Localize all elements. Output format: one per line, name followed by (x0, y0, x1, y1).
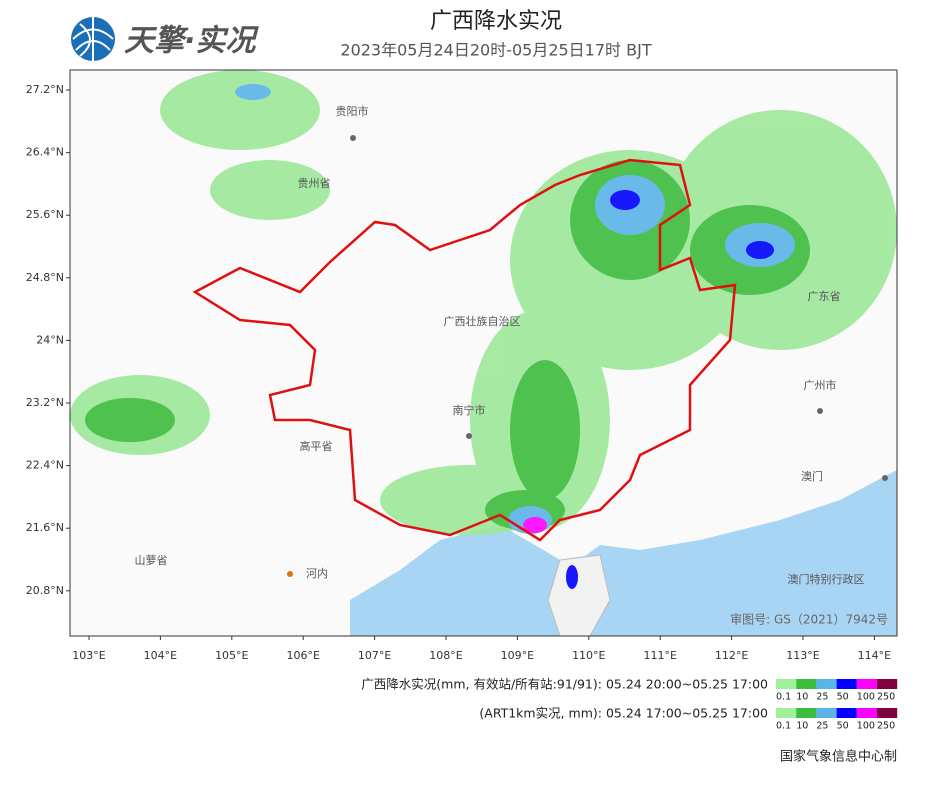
map-label: 广西壮族自治区 (444, 314, 521, 328)
legend-swatch (836, 708, 857, 718)
legend-swatch (816, 708, 837, 718)
lon-tick-label: 107°E (358, 649, 391, 662)
legend-threshold: 250 (877, 721, 895, 732)
approval-number: 审图号: GS（2021）7942号 (730, 612, 888, 627)
legend-text: (ART1km实况, mm): 05.24 17:00~05.25 17:00 (479, 706, 768, 721)
lon-tick-label: 108°E (429, 649, 462, 662)
legend-threshold: 0.1 (776, 692, 791, 703)
legend-swatch (877, 708, 898, 718)
map-label: 贵阳市 (336, 104, 369, 118)
legend-swatch (796, 708, 817, 718)
lon-tick-label: 112°E (715, 649, 748, 662)
map-label: 广州市 (804, 378, 837, 392)
legend-swatch (776, 679, 797, 689)
legend-swatch (816, 679, 837, 689)
map-label: 河内 (306, 566, 328, 580)
lat-tick-label: 21.6°N (26, 521, 64, 534)
logo-text: 天擎·实况 (124, 24, 259, 59)
legend-swatch (836, 679, 857, 689)
map-label: 广东省 (808, 290, 841, 303)
ticks: 27.2°N 26.4°N 25.6°N 24.8°N 24°N 23.2°N 22.4°N… (26, 83, 891, 662)
lat-tick-label: 23.2°N (26, 396, 64, 409)
lon-tick-label: 113°E (786, 649, 819, 662)
lon-tick-label: 110°E (572, 649, 605, 662)
legend-threshold: 0.1 (776, 721, 791, 732)
legend-swatch (796, 679, 817, 689)
lon-tick-label: 105°E (215, 649, 248, 662)
legend-threshold: 100 (857, 721, 875, 732)
map-label: 澳门特别行政区 (788, 572, 865, 586)
lat-tick-label: 22.4°N (26, 459, 64, 472)
lat-tick-label: 20.8°N (26, 584, 64, 597)
lon-tick-label: 104°E (144, 649, 177, 662)
map: 贵阳市 贵州省 广西壮族自治区 南宁市 高平省 河内 山萝省 广东省 广州市 澳… (26, 69, 898, 662)
legend-threshold: 25 (816, 721, 828, 732)
legend-threshold: 10 (796, 692, 808, 703)
lat-tick-label: 27.2°N (26, 83, 64, 96)
legend-threshold: 250 (877, 692, 895, 703)
subtitle: 2023年05月24日20时-05月25日17时 BJT (340, 41, 651, 60)
logo: 天擎·实况 (71, 17, 259, 61)
legend-threshold: 100 (857, 692, 875, 703)
map-label: 澳门 (801, 469, 823, 483)
lat-tick-label: 24°N (36, 333, 64, 346)
map-label: 贵州省 (298, 177, 331, 190)
lon-tick-label: 109°E (501, 649, 534, 662)
legend-swatch (877, 679, 898, 689)
legend-swatch (856, 708, 877, 718)
map-label: 山萝省 (135, 554, 168, 567)
map-label: 高平省 (300, 439, 333, 453)
map-label: 南宁市 (453, 403, 486, 417)
legend-threshold: 50 (837, 721, 849, 732)
lon-tick-label: 106°E (286, 649, 319, 662)
title: 广西降水实况 (430, 9, 562, 34)
legend-text: 广西降水实况(mm, 有效站/所有站:91/91): 05.24 20:00~0… (361, 677, 768, 692)
legend-threshold: 50 (837, 692, 849, 703)
legend-threshold: 25 (816, 692, 828, 703)
lon-tick-label: 111°E (643, 649, 676, 662)
lat-tick-label: 24.8°N (26, 271, 64, 284)
lat-tick-label: 26.4°N (26, 146, 64, 159)
footer: 国家气象信息中心制 (780, 749, 897, 765)
legend-swatch (776, 708, 797, 718)
legend-threshold: 10 (796, 721, 808, 732)
lon-tick-label: 114°E (858, 649, 891, 662)
legend-swatch (856, 679, 877, 689)
lon-tick-label: 103°E (72, 649, 105, 662)
legend: 广西降水实况(mm, 有效站/所有站:91/91): 05.24 20:00~0… (361, 677, 898, 732)
lat-tick-label: 25.6°N (26, 208, 64, 221)
